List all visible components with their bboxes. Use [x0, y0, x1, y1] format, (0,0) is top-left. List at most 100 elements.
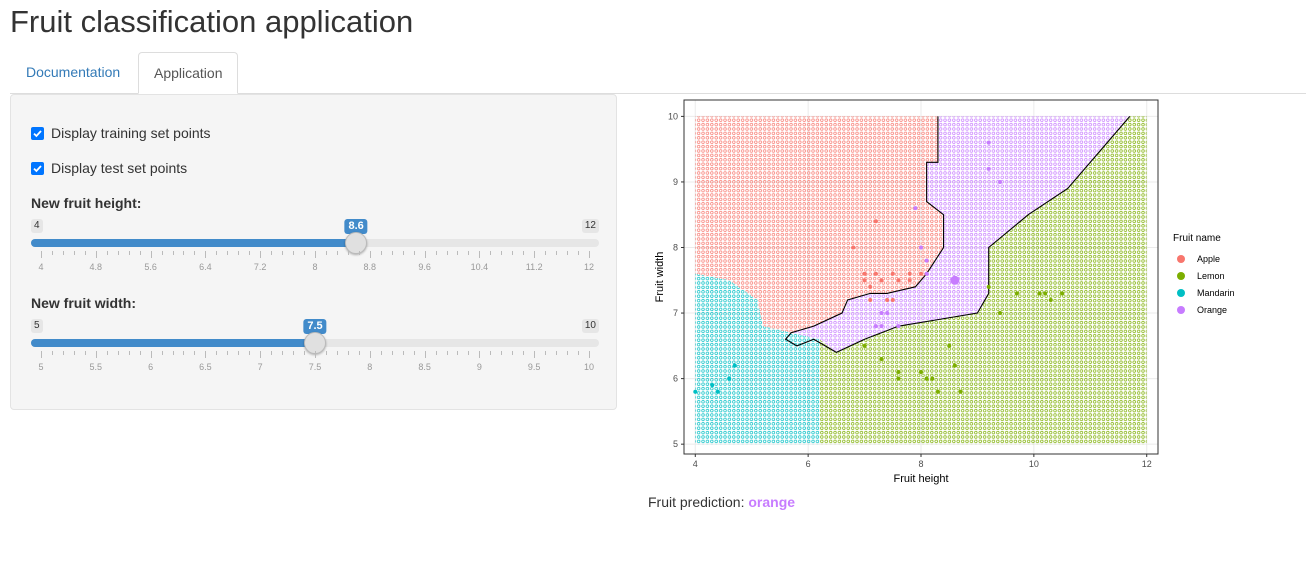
- x-tick-label: 4: [693, 459, 698, 469]
- training-point-lemon: [947, 343, 952, 348]
- training-point-apple: [868, 284, 873, 289]
- training-point-orange: [924, 258, 929, 263]
- slider-grid-label: 9.6: [418, 262, 431, 272]
- training-point-lemon: [896, 376, 901, 381]
- training-point-lemon: [952, 363, 957, 368]
- training-point-orange: [879, 311, 884, 316]
- legend-label-mandarin: Mandarin: [1197, 288, 1235, 298]
- slider-grid-label: 12: [583, 262, 595, 272]
- height-slider-label: New fruit height:: [31, 195, 142, 211]
- width-slider[interactable]: 5 10 7.5 5 5.5 6 6.5 7 7.5 8 8.5 9 9.5 10: [31, 319, 599, 379]
- width-slider-label: New fruit width:: [31, 295, 136, 311]
- training-point-lemon: [924, 376, 929, 381]
- training-point-apple: [873, 219, 878, 224]
- test-set-checkbox-row[interactable]: Display test set points: [31, 160, 187, 176]
- legend-key-mandarin: [1177, 289, 1185, 297]
- legend-label-apple: Apple: [1197, 254, 1220, 264]
- training-point-orange: [986, 140, 991, 145]
- slider-grid-label: 7.2: [253, 262, 267, 272]
- training-point-lemon: [896, 370, 901, 375]
- slider-grid-label: 10: [583, 362, 595, 372]
- plot-svg: 4 6 8 10 12 5 6 7 8 9 10 Fruit height Fruit width Fru…: [654, 99, 1235, 485]
- x-tick-label: 12: [1142, 459, 1152, 469]
- training-point-orange: [998, 179, 1002, 184]
- legend-key-lemon: [1177, 272, 1185, 280]
- training-point-apple: [862, 271, 867, 276]
- slider-grid-label: 6.5: [199, 362, 212, 372]
- height-slider-min: 4: [31, 219, 43, 233]
- training-point-orange: [919, 245, 923, 250]
- slider-grid-label: 6.4: [199, 262, 212, 272]
- y-tick-label: 7: [673, 308, 678, 318]
- training-set-checkbox[interactable]: [31, 126, 44, 140]
- training-point-apple: [907, 278, 912, 283]
- checkmark-icon: [33, 164, 42, 172]
- checkmark-icon: [33, 129, 42, 137]
- training-point-lemon: [1014, 291, 1019, 296]
- tab-bar: Documentation Application: [10, 52, 1306, 94]
- fruit-prediction: Fruit prediction: orange: [648, 494, 795, 510]
- training-point-orange: [913, 206, 918, 211]
- training-point-mandarin: [693, 389, 698, 394]
- training-point-apple: [890, 297, 895, 302]
- training-point-apple: [890, 271, 895, 276]
- slider-grid-label: 9.5: [527, 362, 541, 372]
- training-point-apple: [873, 271, 878, 276]
- height-slider-fill: [31, 239, 357, 247]
- slider-grid-label: 7: [257, 362, 263, 372]
- training-point-lemon: [1048, 297, 1053, 302]
- prediction-value: orange: [748, 494, 796, 510]
- training-point-orange: [896, 324, 901, 329]
- test-set-checkbox[interactable]: [31, 161, 44, 175]
- width-slider-value: 7.5: [303, 319, 327, 334]
- slider-grid-label: 6: [148, 362, 154, 372]
- legend-label-orange: Orange: [1197, 305, 1227, 315]
- y-tick-label: 6: [673, 374, 678, 384]
- tab-application[interactable]: Application: [138, 52, 238, 94]
- height-slider[interactable]: 4 12 8.6 4 4.8 5.6 6.4 7.2 8 8.8 9.6 10.4 11.2 12: [31, 219, 599, 279]
- y-tick-label: 8: [673, 243, 678, 253]
- slider-grid-label: 8.8: [363, 262, 377, 272]
- training-point-lemon: [862, 343, 867, 348]
- training-point-apple: [879, 278, 884, 283]
- slider-grid-label: 5.6: [144, 262, 157, 272]
- training-set-checkbox-row[interactable]: Display training set points: [31, 125, 211, 141]
- height-slider-handle[interactable]: [345, 232, 368, 254]
- height-slider-max: 12: [581, 219, 599, 233]
- slider-grid-label: 8: [367, 362, 373, 372]
- training-point-orange: [873, 324, 878, 329]
- slider-grid-label: 5.5: [89, 362, 103, 372]
- training-point-lemon: [1043, 291, 1048, 296]
- training-point-orange: [986, 166, 991, 171]
- width-slider-max: 10: [581, 319, 599, 333]
- sidebar-panel: Display training set points Display test…: [10, 94, 617, 410]
- decision-boundary: [784, 116, 1131, 354]
- training-point-orange: [879, 324, 884, 329]
- training-point-apple: [851, 245, 856, 250]
- slider-grid-label: 8: [312, 262, 318, 272]
- training-point-orange: [924, 271, 929, 276]
- training-point-mandarin: [710, 383, 715, 388]
- training-point-lemon: [919, 370, 923, 375]
- training-set-label: Display training set points: [51, 125, 211, 141]
- training-point-lemon: [1037, 291, 1042, 296]
- training-point-mandarin: [715, 389, 720, 394]
- slider-grid-label: 11.2: [525, 262, 543, 272]
- slider-grid-label: 7.5: [308, 362, 322, 372]
- training-point-mandarin: [727, 376, 732, 381]
- slider-grid-label: 4: [38, 262, 44, 272]
- y-tick-label: 9: [673, 177, 678, 187]
- new-fruit-point: [950, 275, 960, 285]
- y-tick-label: 5: [673, 439, 678, 449]
- x-tick-label: 6: [806, 459, 811, 469]
- slider-grid-label: 5: [38, 362, 44, 372]
- training-point-lemon: [998, 311, 1002, 316]
- legend-key-orange: [1177, 306, 1185, 314]
- decision-region-lemon: [819, 116, 1147, 445]
- legend-label-lemon: Lemon: [1197, 271, 1225, 281]
- training-point-apple: [862, 278, 867, 283]
- training-point-lemon: [958, 389, 963, 394]
- training-point-lemon: [986, 284, 991, 289]
- height-slider-value: 8.6: [344, 219, 368, 234]
- tab-documentation[interactable]: Documentation: [26, 64, 121, 80]
